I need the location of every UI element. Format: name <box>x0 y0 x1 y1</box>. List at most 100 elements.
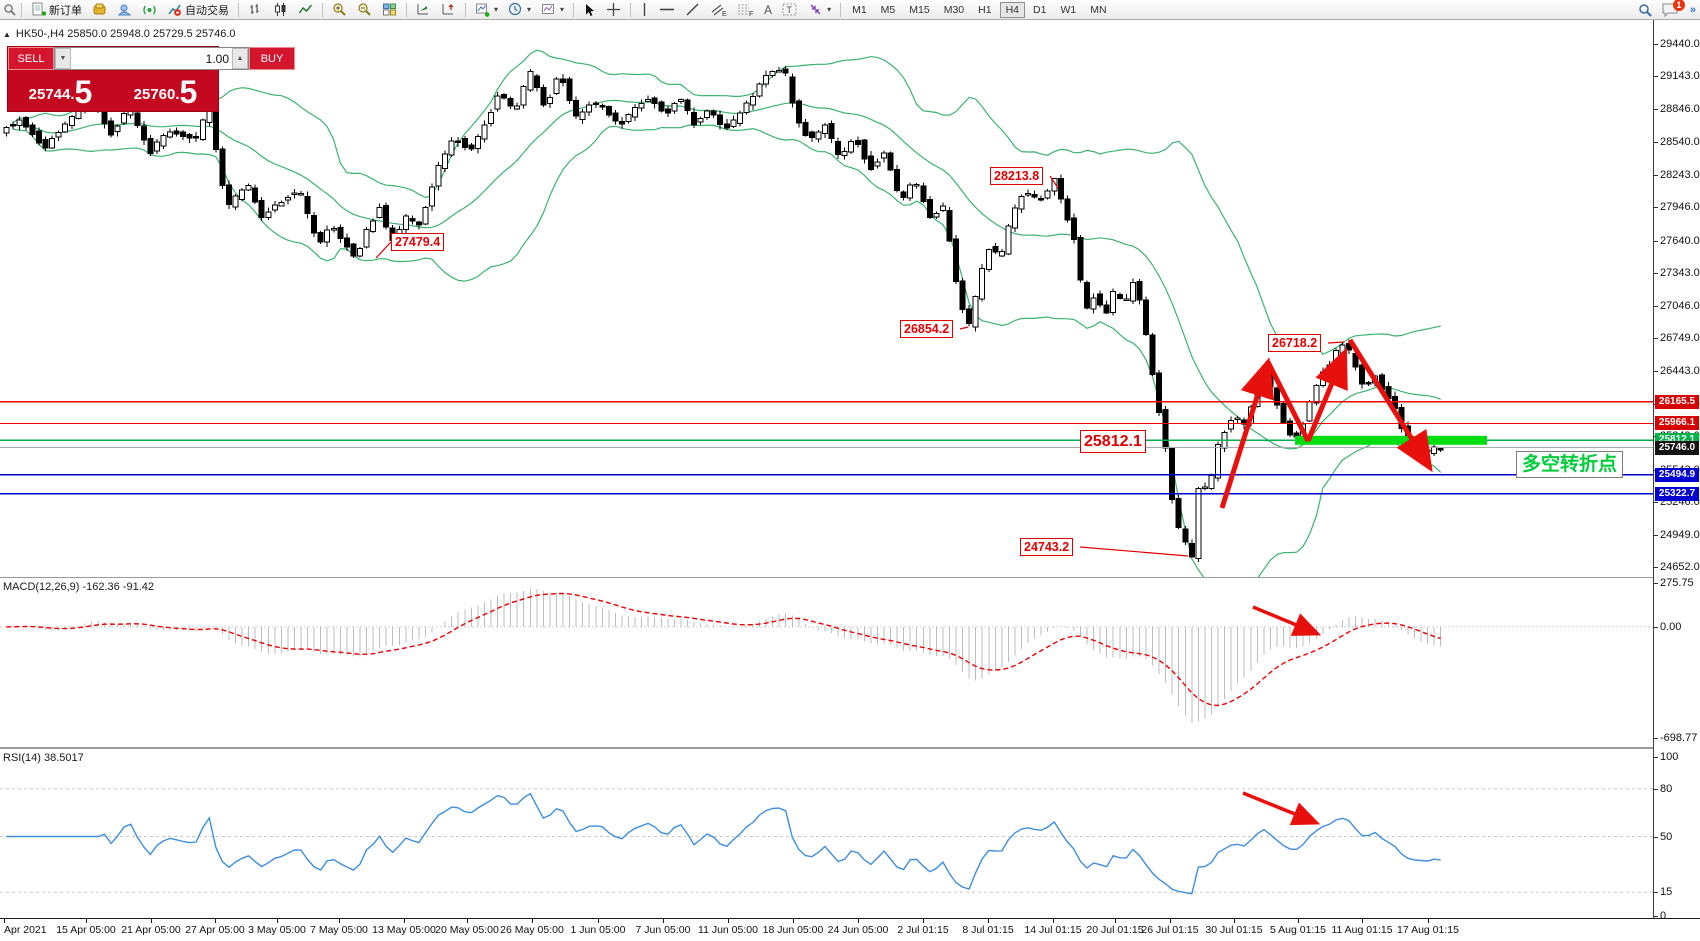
candlestick-chart[interactable] <box>0 20 1654 577</box>
tab-m5[interactable]: M5 <box>880 3 896 16</box>
autotrading-button[interactable]: 自动交易 <box>163 0 233 19</box>
separator <box>465 2 466 17</box>
volume-increase-button[interactable]: ▲ <box>232 48 248 69</box>
swing-price-label[interactable]: 26854.2 <box>900 320 954 338</box>
fibonacci-button[interactable]: F <box>733 0 758 19</box>
crosshair-button[interactable] <box>602 0 625 19</box>
price-axis-tick: 24652.0 <box>1660 561 1700 573</box>
search-icon[interactable] <box>1638 3 1652 17</box>
timeframe-dropdown-button[interactable]: ▾ <box>504 0 535 19</box>
time-axis-tick-mark <box>1170 919 1171 923</box>
tab-mn[interactable]: MN <box>1090 3 1107 16</box>
time-axis-tick-mark <box>1234 919 1235 923</box>
price-axis[interactable]: 29440.0 29143.0 28846.0 28540.0 28243.0 27946… <box>1654 20 1700 922</box>
signals-button[interactable] <box>138 0 161 19</box>
rsi-axis-tick: 100 <box>1660 751 1679 763</box>
oneclick-collapse-icon[interactable]: ▲ <box>3 29 11 39</box>
rsi-trend-arrow[interactable] <box>1242 791 1321 826</box>
zoom-in-button[interactable] <box>328 0 351 19</box>
chat-button[interactable]: 1 <box>1662 0 1685 17</box>
separator <box>630 2 632 17</box>
price-level-badge: 25322.7 <box>1655 486 1699 501</box>
macd-pane[interactable]: MACD(12,26,9) -162.36 -91.42 <box>0 578 1654 747</box>
axis-tick-mark <box>1654 305 1658 307</box>
trendline-button[interactable] <box>681 0 704 19</box>
candlestick-button[interactable] <box>269 0 292 19</box>
axis-tick-mark <box>1654 174 1658 176</box>
time-axis-label: 8 Jul 01:15 <box>962 924 1014 936</box>
price-axis-tick: 28846.0 <box>1660 102 1700 115</box>
zoom-out-button[interactable] <box>353 0 376 19</box>
auto-scroll-button[interactable] <box>412 0 435 19</box>
price-axis-tick: 26443.0 <box>1660 365 1700 378</box>
tab-h1[interactable]: H1 <box>978 3 992 16</box>
separator <box>322 2 323 17</box>
vertical-line-button[interactable] <box>636 0 653 19</box>
tab-m30[interactable]: M30 <box>943 3 965 16</box>
channel-button[interactable]: E <box>706 0 731 19</box>
macd-trend-arrow[interactable] <box>1252 605 1322 636</box>
dropdown-caret: ▾ <box>827 5 832 14</box>
separator <box>21 2 22 17</box>
horizontal-line-button[interactable] <box>655 0 679 19</box>
axis-tick-mark <box>1654 76 1658 78</box>
price-chart-pane[interactable]: ▲ HK50-,H4 25850.0 25948.0 25729.5 25746… <box>0 20 1654 577</box>
swing-price-label[interactable]: 25812.1 <box>1080 430 1146 453</box>
chart-shift-button[interactable] <box>437 0 460 19</box>
sell-button[interactable]: SELL <box>8 47 54 70</box>
time-axis-tick-mark <box>404 919 405 923</box>
tab-m1[interactable]: M1 <box>852 3 867 16</box>
time-axis-label: 26 Jul 01:15 <box>1141 924 1199 936</box>
indicators-button[interactable]: ▾ <box>471 0 502 19</box>
time-axis-tick-mark <box>663 919 664 923</box>
arrows-button[interactable]: ▾ <box>804 0 835 19</box>
swing-price-label[interactable]: 26718.2 <box>1268 334 1322 352</box>
rsi-axis-tick: 50 <box>1660 830 1673 843</box>
axis-tick-mark <box>1654 273 1658 275</box>
rsi-line <box>6 792 1441 895</box>
rsi-pane[interactable]: RSI(14) 38.5017 <box>0 749 1654 918</box>
buy-price[interactable]: 25760. 5 <box>113 70 218 111</box>
swing-price-label[interactable]: 28213.8 <box>990 167 1044 185</box>
styles-button[interactable] <box>88 0 111 19</box>
trend-arrow[interactable] <box>1219 357 1275 509</box>
axis-tick-mark <box>1654 207 1658 209</box>
price-axis-line <box>1653 20 1654 918</box>
trend-arrow[interactable] <box>1305 347 1348 442</box>
rsi-label: RSI(14) 38.5017 <box>3 752 84 764</box>
search-left-icon[interactable] <box>3 3 16 16</box>
axis-tick-mark <box>1654 44 1658 45</box>
volume-decrease-button[interactable]: ▼ <box>55 48 71 69</box>
volume-input[interactable] <box>71 48 232 69</box>
new-order-button[interactable]: 新订单 <box>27 0 86 19</box>
line-chart-button[interactable] <box>294 0 317 19</box>
templates-button[interactable]: ▾ <box>537 0 568 19</box>
trend-arrow[interactable] <box>1265 360 1311 443</box>
sell-price-big-digit: 5 <box>74 74 93 110</box>
buy-button[interactable]: BUY <box>249 47 295 70</box>
time-axis-tick-mark <box>4 919 5 923</box>
sell-price[interactable]: 25744. 5 <box>8 70 113 111</box>
trend-arrow[interactable] <box>1347 338 1433 473</box>
time-axis[interactable]: Apr 2021 15 Apr 05:00 21 Apr 05:00 27 Apr 0… <box>0 918 1700 941</box>
swing-price-label[interactable]: 24743.2 <box>1020 538 1074 556</box>
support-zone-bar[interactable] <box>1295 435 1487 445</box>
cursor-button[interactable] <box>579 0 600 19</box>
market-watch-button[interactable] <box>113 0 136 19</box>
tile-windows-button[interactable] <box>378 0 401 19</box>
horizontal-line-icon <box>659 2 675 17</box>
bar-chart-button[interactable] <box>244 0 267 19</box>
tab-w1[interactable]: W1 <box>1060 3 1077 16</box>
toolbar-overflow-icon[interactable]: » <box>1689 3 1696 16</box>
axis-tick-mark <box>1654 836 1658 838</box>
pane-separator[interactable] <box>0 747 1654 749</box>
axis-tick-mark <box>1654 892 1658 894</box>
tab-m15[interactable]: M15 <box>909 3 930 16</box>
text-button[interactable]: A <box>760 0 776 19</box>
clock-icon <box>508 2 523 17</box>
tab-h4[interactable]: H4 <box>999 1 1026 18</box>
hlines-group[interactable] <box>0 401 1654 495</box>
text-label-button[interactable]: T <box>778 0 802 19</box>
swing-price-label[interactable]: 27479.4 <box>391 233 445 251</box>
tab-d1[interactable]: D1 <box>1033 3 1047 16</box>
